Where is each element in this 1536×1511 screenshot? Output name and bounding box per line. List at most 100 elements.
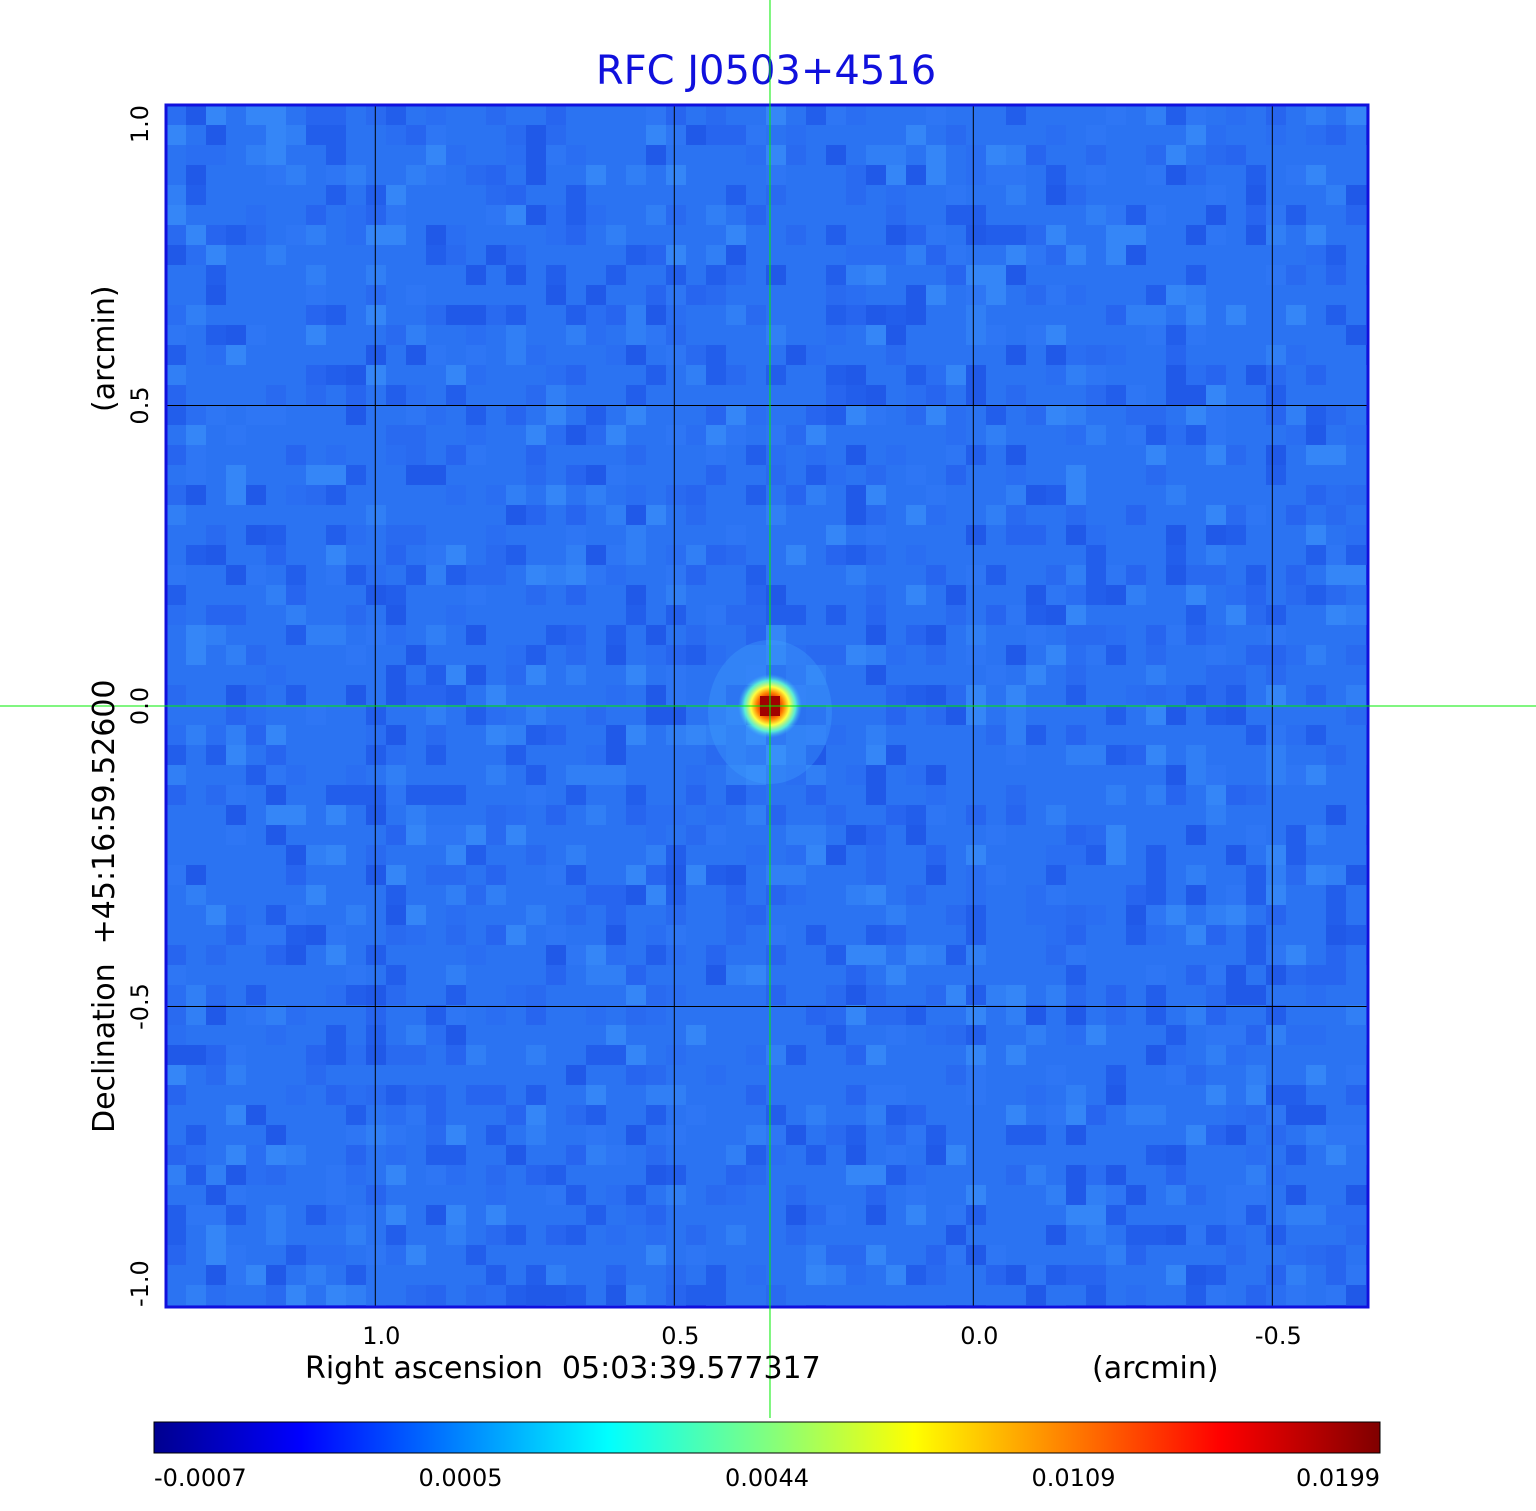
noise-pixel — [706, 405, 726, 425]
noise-pixel — [686, 1225, 706, 1245]
noise-pixel — [466, 885, 486, 905]
noise-pixel — [686, 345, 706, 365]
noise-pixel — [166, 965, 186, 985]
noise-pixel — [466, 1045, 486, 1065]
noise-pixel — [1346, 645, 1366, 665]
noise-pixel — [526, 765, 546, 785]
noise-pixel — [746, 625, 766, 645]
noise-pixel — [226, 725, 246, 745]
noise-pixel — [706, 1265, 726, 1285]
noise-pixel — [1266, 1085, 1286, 1105]
noise-pixel — [1026, 1165, 1046, 1185]
noise-pixel — [1186, 565, 1206, 585]
noise-pixel — [1126, 745, 1146, 765]
noise-pixel — [486, 1285, 506, 1305]
noise-pixel — [1346, 205, 1366, 225]
noise-pixel — [866, 505, 886, 525]
noise-pixel — [1006, 725, 1026, 745]
noise-pixel — [546, 565, 566, 585]
noise-pixel — [926, 225, 946, 245]
noise-pixel — [866, 385, 886, 405]
noise-pixel — [186, 725, 206, 745]
noise-pixel — [266, 905, 286, 925]
noise-pixel — [326, 445, 346, 465]
noise-pixel — [866, 845, 886, 865]
noise-pixel — [826, 845, 846, 865]
noise-pixel — [346, 645, 366, 665]
noise-pixel — [186, 1165, 206, 1185]
noise-pixel — [1086, 825, 1106, 845]
noise-pixel — [1206, 185, 1226, 205]
noise-pixel — [206, 945, 226, 965]
noise-pixel — [1146, 685, 1166, 705]
noise-pixel — [606, 905, 626, 925]
noise-pixel — [1226, 605, 1246, 625]
noise-pixel — [346, 1085, 366, 1105]
noise-pixel — [306, 125, 326, 145]
noise-pixel — [906, 245, 926, 265]
noise-pixel — [1206, 1265, 1226, 1285]
noise-pixel — [246, 525, 266, 545]
noise-pixel — [646, 325, 666, 345]
noise-pixel — [1086, 545, 1106, 565]
noise-pixel — [766, 1125, 786, 1145]
noise-pixel — [886, 645, 906, 665]
noise-pixel — [166, 685, 186, 705]
noise-pixel — [1206, 705, 1226, 725]
noise-pixel — [346, 385, 366, 405]
noise-pixel — [1146, 445, 1166, 465]
noise-pixel — [1086, 1225, 1106, 1245]
noise-pixel — [1146, 885, 1166, 905]
noise-pixel — [986, 605, 1006, 625]
noise-pixel — [186, 1045, 206, 1065]
noise-pixel — [626, 1045, 646, 1065]
noise-pixel — [186, 645, 206, 665]
noise-pixel — [1006, 225, 1026, 245]
noise-pixel — [906, 685, 926, 705]
noise-pixel — [226, 705, 246, 725]
noise-pixel — [1106, 625, 1126, 645]
noise-pixel — [686, 485, 706, 505]
noise-pixel — [866, 765, 886, 785]
noise-pixel — [646, 285, 666, 305]
noise-pixel — [646, 1245, 666, 1265]
noise-pixel — [226, 1145, 246, 1165]
noise-pixel — [406, 1285, 426, 1305]
noise-pixel — [1226, 965, 1246, 985]
noise-pixel — [386, 205, 406, 225]
noise-pixel — [666, 1125, 686, 1145]
noise-pixel — [766, 625, 786, 645]
noise-pixel — [1046, 1265, 1066, 1285]
noise-pixel — [926, 765, 946, 785]
noise-pixel — [826, 945, 846, 965]
noise-pixel — [766, 605, 786, 625]
noise-pixel — [1306, 545, 1326, 565]
noise-pixel — [1246, 225, 1266, 245]
noise-pixel — [746, 845, 766, 865]
noise-pixel — [566, 765, 586, 785]
noise-pixel — [666, 585, 686, 605]
noise-pixel — [1246, 1105, 1266, 1125]
noise-pixel — [1206, 985, 1226, 1005]
noise-pixel — [466, 1245, 486, 1265]
noise-pixel — [506, 985, 526, 1005]
noise-pixel — [766, 885, 786, 905]
noise-pixel — [606, 945, 626, 965]
noise-pixel — [1026, 485, 1046, 505]
noise-pixel — [966, 885, 986, 905]
noise-pixel — [266, 805, 286, 825]
noise-pixel — [646, 1005, 666, 1025]
noise-pixel — [1086, 1185, 1106, 1205]
noise-pixel — [646, 985, 666, 1005]
noise-pixel — [646, 685, 666, 705]
noise-pixel — [366, 105, 386, 125]
noise-pixel — [906, 505, 926, 525]
noise-pixel — [206, 1245, 226, 1265]
noise-pixel — [1286, 1025, 1306, 1045]
noise-pixel — [586, 705, 606, 725]
noise-pixel — [1306, 405, 1326, 425]
noise-pixel — [386, 985, 406, 1005]
noise-pixel — [866, 325, 886, 345]
noise-pixel — [626, 1185, 646, 1205]
noise-pixel — [206, 265, 226, 285]
